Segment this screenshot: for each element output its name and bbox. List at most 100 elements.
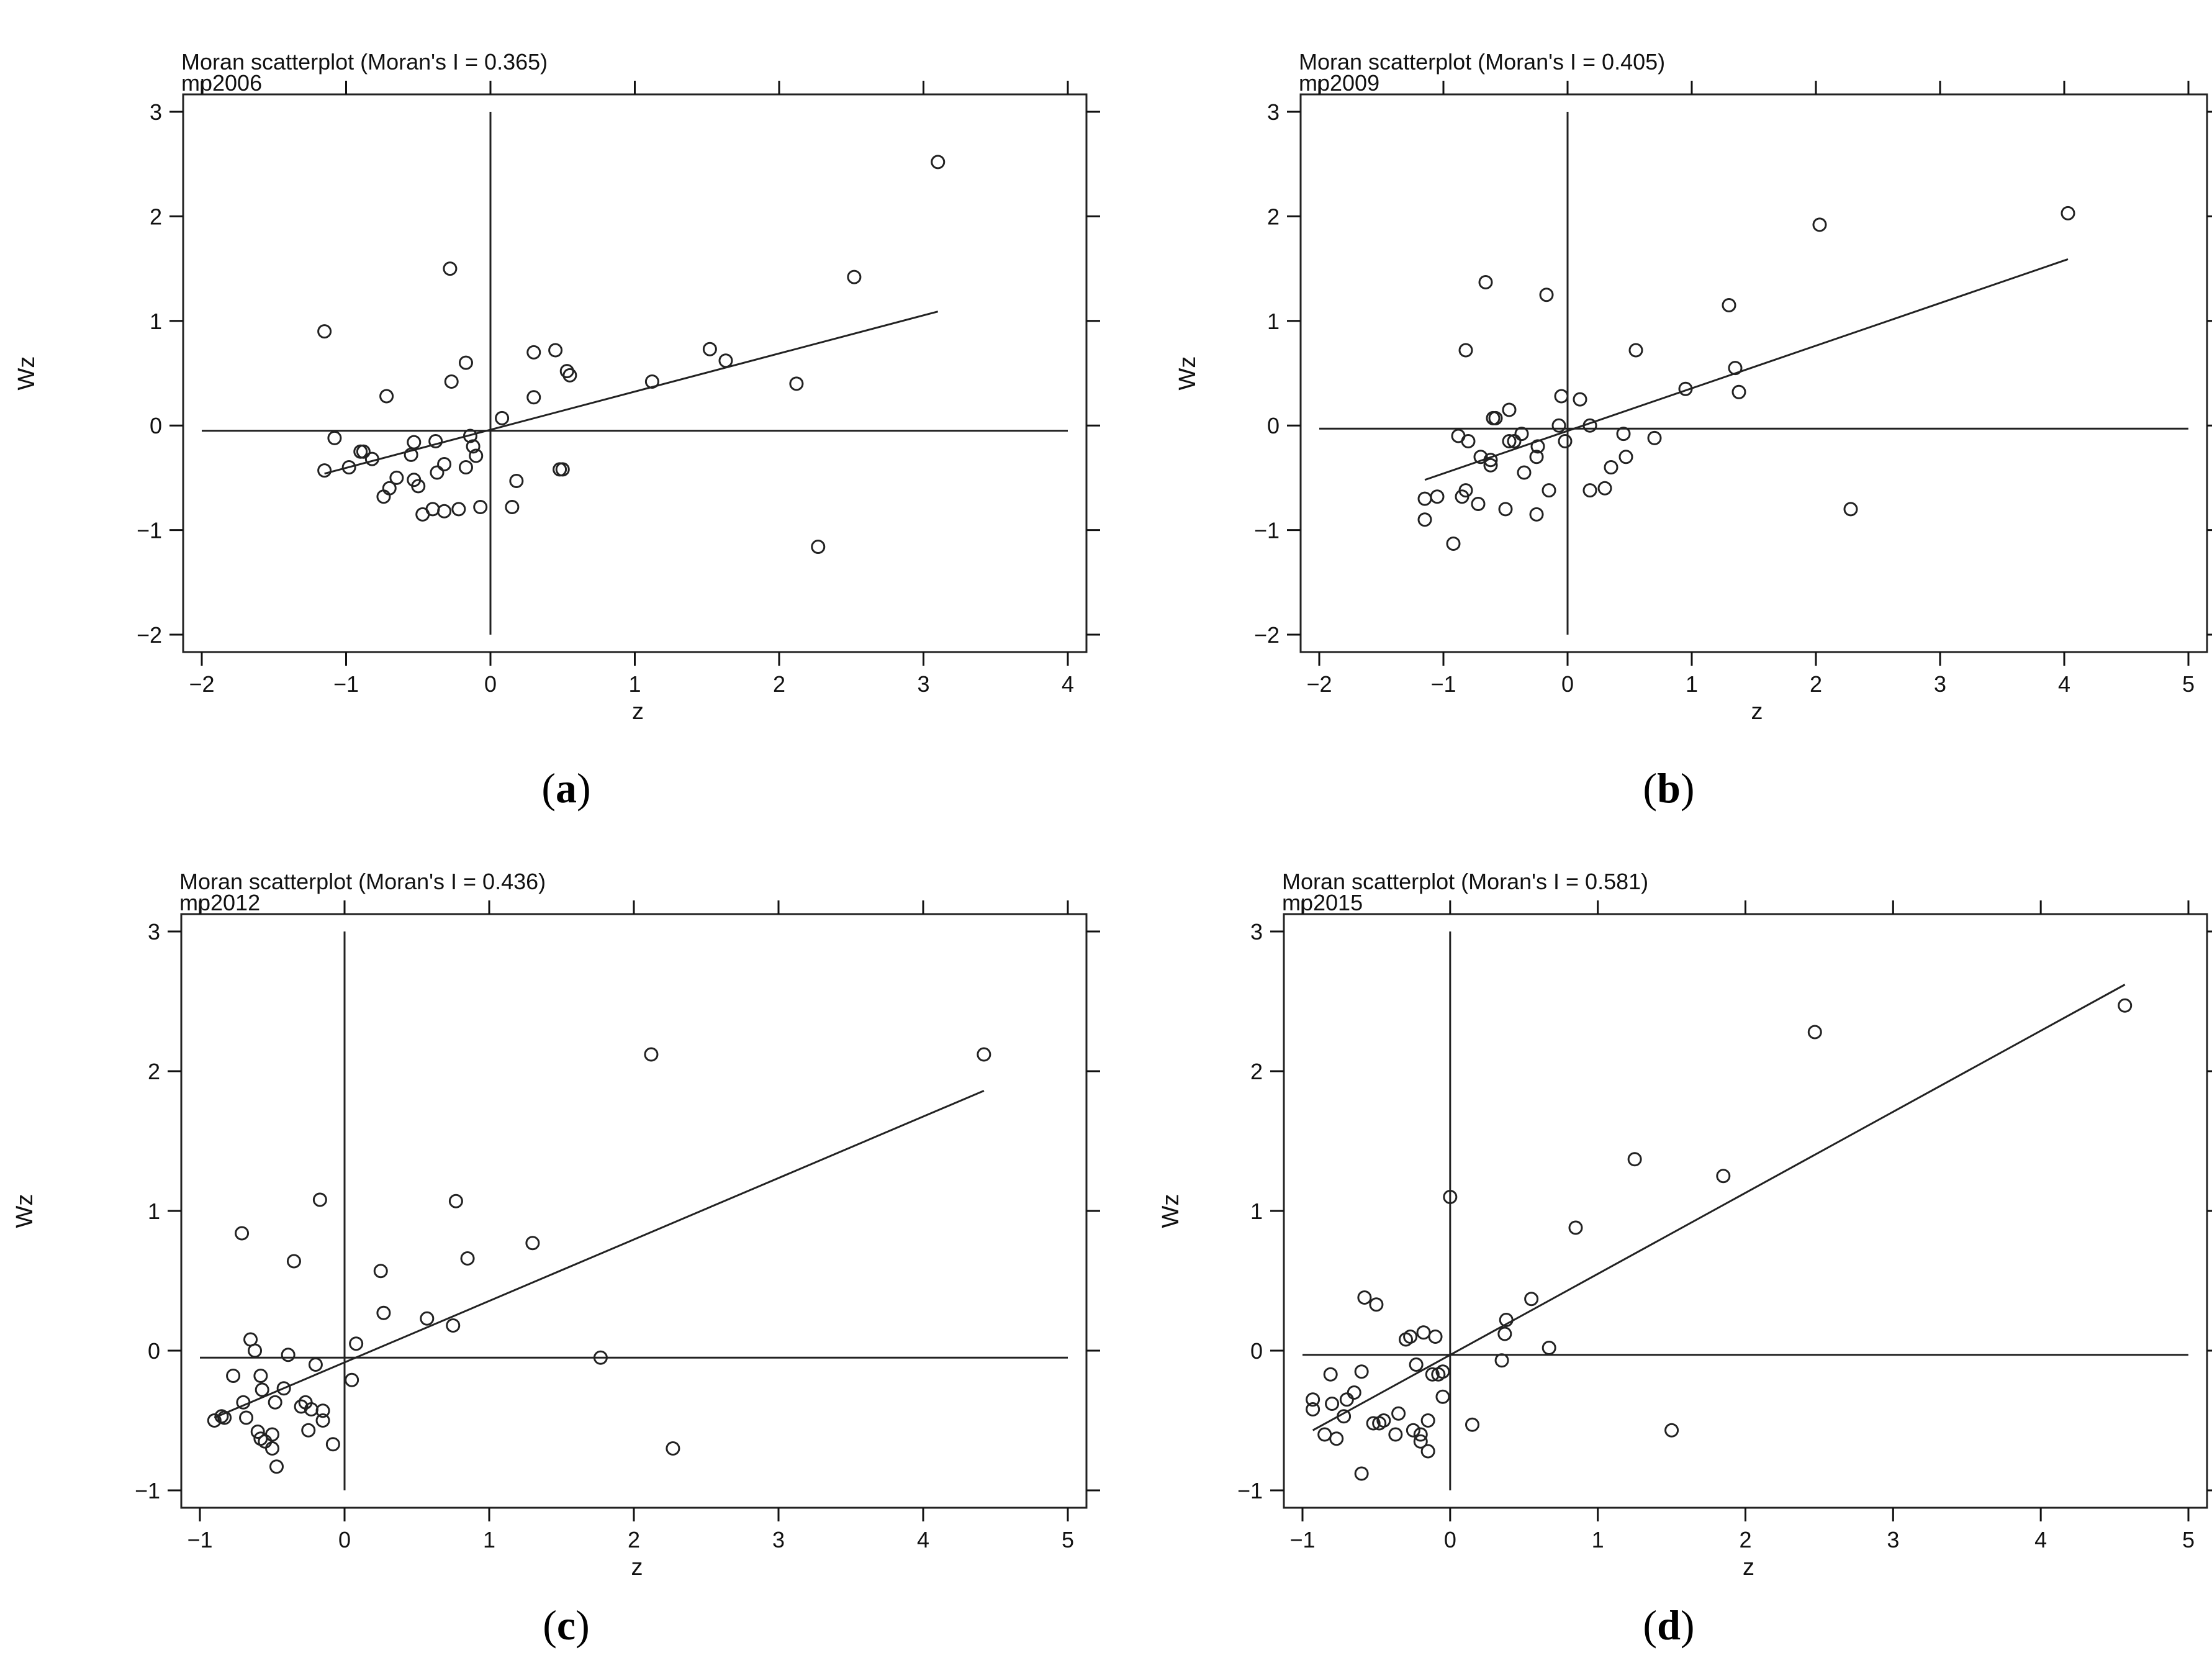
data-point (458, 460, 473, 475)
data-point (931, 155, 946, 170)
y-tick-label: 1 (1267, 309, 1280, 334)
data-point (1406, 1423, 1420, 1438)
data-point (1499, 1313, 1514, 1327)
data-point (1616, 427, 1631, 442)
data-point (526, 390, 541, 405)
data-point (1807, 1025, 1822, 1040)
data-point (382, 481, 397, 496)
data-point (1542, 1341, 1556, 1355)
x-tick-label: 2 (773, 671, 785, 697)
data-point (1420, 1413, 1435, 1428)
chart-title: Moran scatterplot (Moran's I = 0.581) (1282, 869, 1648, 894)
data-point (1465, 1417, 1480, 1432)
regression-line (214, 1090, 985, 1419)
data-point (1497, 1326, 1512, 1341)
caption-open-paren: ( (1643, 1602, 1657, 1649)
data-point (315, 1413, 330, 1428)
data-point (1843, 502, 1858, 517)
plot-frame (182, 93, 1088, 653)
data-point (644, 1047, 659, 1062)
x-tick-label: 1 (1592, 1527, 1604, 1552)
data-point (1529, 450, 1544, 464)
chart-panel-d: Moran scatterplot (Moran's I = 0.581)mp2… (1158, 869, 2212, 1649)
x-axis-label: z (631, 1554, 643, 1580)
y-tick-label: 2 (1267, 204, 1280, 229)
data-point (444, 374, 459, 389)
data-point (1369, 1297, 1384, 1312)
y-tick-label: 0 (150, 413, 162, 438)
chart-title: Moran scatterplot (Moran's I = 0.436) (179, 869, 546, 894)
data-point (294, 1399, 309, 1414)
chart-subtitle: mp2015 (1282, 890, 1363, 915)
data-point (451, 502, 466, 517)
data-point (1628, 343, 1643, 358)
data-point (525, 1236, 540, 1251)
data-point (1458, 343, 1473, 358)
data-point (1722, 298, 1736, 313)
data-point (345, 1372, 359, 1387)
caption-close-paren: ) (1681, 764, 1695, 812)
data-point (1568, 1220, 1583, 1235)
data-point (430, 465, 445, 480)
data-point (2061, 206, 2075, 220)
data-point (469, 448, 484, 463)
data-point (1551, 418, 1566, 433)
data-point (466, 439, 481, 454)
data-point (1471, 497, 1486, 511)
data-point (1478, 274, 1493, 289)
data-point (1398, 1332, 1413, 1347)
data-point (1618, 450, 1633, 464)
data-point (1582, 483, 1597, 498)
data-point (553, 462, 567, 477)
x-tick-label: 0 (338, 1527, 351, 1552)
chart-panel-c: Moran scatterplot (Moran's I = 0.436)mp2… (12, 869, 1100, 1649)
chart-panel-b: Moran scatterplot (Moran's I = 0.405)mp2… (1175, 49, 2212, 812)
chart-title: Moran scatterplot (Moran's I = 0.365) (181, 49, 548, 75)
x-tick-label: 2 (628, 1527, 640, 1552)
data-point (509, 473, 524, 488)
data-point (702, 342, 717, 356)
data-point (1339, 1392, 1354, 1407)
x-tick-label: −1 (187, 1527, 212, 1552)
data-point (593, 1350, 608, 1365)
data-point (1524, 1292, 1539, 1307)
data-point (495, 410, 510, 425)
data-point (1473, 450, 1488, 464)
data-point (1529, 507, 1544, 522)
data-point (1731, 384, 1746, 399)
chart-subtitle: mp2009 (1299, 70, 1379, 96)
chart-panel-a: Moran scatterplot (Moran's I = 0.365)mp2… (14, 49, 1100, 812)
y-tick-label: 2 (148, 1059, 160, 1084)
data-point (407, 435, 422, 450)
x-tick-label: 2 (1810, 671, 1822, 697)
y-tick-label: 3 (150, 99, 162, 125)
data-point (248, 1343, 263, 1358)
data-point (236, 1395, 251, 1410)
caption-close-paren: ) (576, 1602, 590, 1649)
data-point (1446, 536, 1461, 551)
data-point (1420, 1444, 1435, 1459)
x-tick-label: 2 (1739, 1527, 1751, 1552)
data-point (1558, 433, 1573, 448)
caption-letter: a (556, 764, 577, 812)
data-point (1430, 489, 1445, 504)
data-point (1354, 1466, 1369, 1481)
data-point (473, 500, 488, 515)
panel-caption: (a) (541, 764, 590, 812)
data-point (389, 470, 404, 485)
data-point (1409, 1357, 1424, 1372)
caption-letter: d (1657, 1602, 1681, 1649)
data-point (1337, 1409, 1352, 1424)
data-point (1376, 1413, 1391, 1428)
data-point (1488, 410, 1503, 425)
data-point (555, 462, 570, 477)
data-point (443, 261, 458, 276)
data-point (463, 428, 477, 443)
data-point (411, 479, 426, 494)
data-point (268, 1395, 282, 1410)
caption-letter: c (557, 1602, 576, 1649)
data-point (428, 433, 443, 448)
data-point (548, 343, 563, 358)
data-point (1716, 1169, 1731, 1184)
data-point (1498, 502, 1513, 517)
